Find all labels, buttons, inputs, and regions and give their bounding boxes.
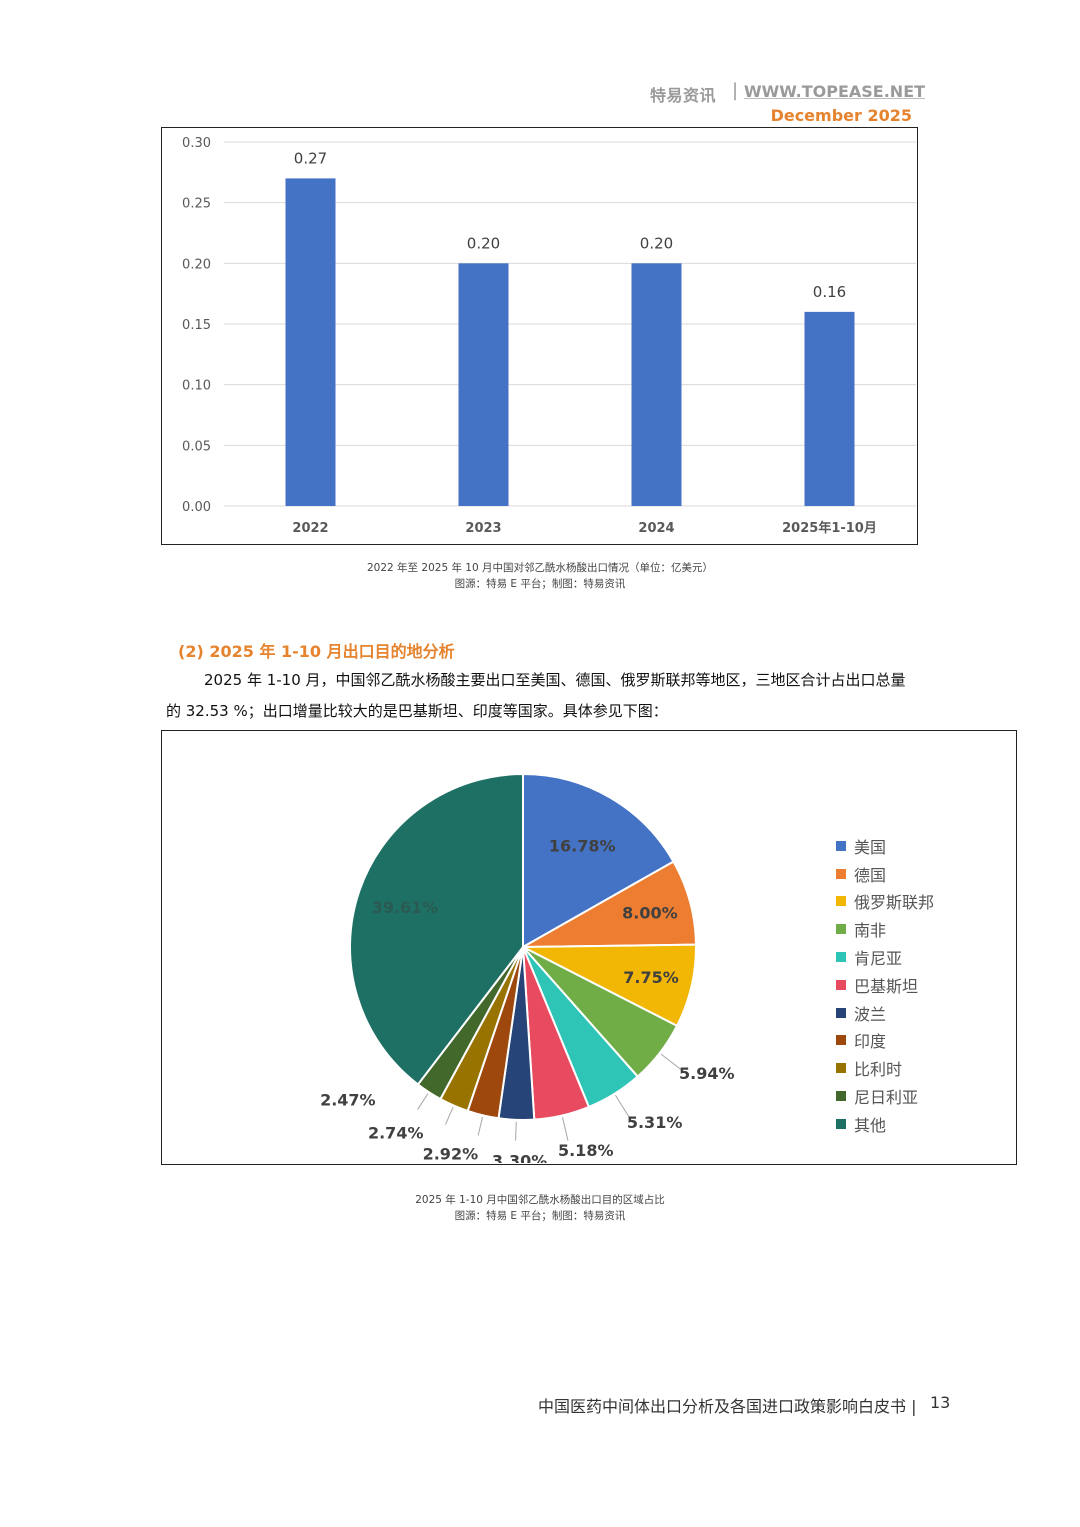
x-category-label: 2024 xyxy=(638,521,674,536)
bar-value-label: 0.20 xyxy=(467,234,500,252)
legend-label: 巴基斯坦 xyxy=(854,976,919,996)
legend-item: 比利时 xyxy=(836,1054,934,1082)
section-paragraph-line2: 的 32.53 %；出口增量比较大的是巴基斯坦、印度等国家。具体参见下图： xyxy=(166,702,668,720)
bar-chart: 0.00 0.05 0.10 0.15 0.20 0.25 0.30 0.27 2022 0.20… xyxy=(182,136,916,536)
header-brand: 特易资讯 xyxy=(650,86,717,105)
pie-slice xyxy=(522,772,675,949)
y-tick-label: 0.10 xyxy=(182,379,211,394)
pie-leader-line xyxy=(615,1094,634,1124)
legend-item: 南非 xyxy=(836,915,934,943)
pie-value-label: 5.31% xyxy=(627,1113,683,1132)
legend-swatch xyxy=(836,896,846,907)
x-category-label: 2022 xyxy=(292,521,328,536)
legend-item: 肯尼亚 xyxy=(836,943,934,971)
pie-value-label: 8.00% xyxy=(622,904,678,923)
legend-item: 印度 xyxy=(836,1027,934,1055)
y-tick-label: 0.30 xyxy=(182,136,211,151)
y-tick-label: 0.20 xyxy=(182,257,211,272)
pie-leader-line xyxy=(417,1093,429,1110)
bar xyxy=(804,311,855,506)
legend-item: 尼日利亚 xyxy=(836,1082,934,1110)
pie-value-label: 39.61% xyxy=(372,898,439,917)
pie-value-label: 2.47% xyxy=(320,1091,376,1110)
legend-item: 波兰 xyxy=(836,999,934,1027)
header-url[interactable]: WWW.TOPEASE.NET xyxy=(744,82,926,101)
header-date: December 2025 xyxy=(770,106,912,125)
pie-value-label: 5.18% xyxy=(558,1141,614,1160)
legend-swatch xyxy=(836,1091,846,1102)
legend-label: 波兰 xyxy=(854,1004,887,1024)
legend-label: 俄罗斯联邦 xyxy=(854,893,935,913)
pie-value-label: 16.78% xyxy=(549,836,616,855)
pie-value-label: 3.30% xyxy=(492,1152,548,1163)
pie-leader-line xyxy=(445,1106,454,1125)
legend-item: 德国 xyxy=(836,860,934,888)
y-tick-label: 0.15 xyxy=(182,318,211,333)
pie-leader-line xyxy=(660,1053,688,1075)
pie-value-label: 5.94% xyxy=(679,1064,735,1083)
x-category-label: 2025年1-10月 xyxy=(782,520,877,536)
legend-swatch xyxy=(836,924,846,935)
legend-swatch xyxy=(836,1007,846,1018)
pie-leader-line xyxy=(477,1116,484,1136)
pie-chart-frame: 16.78% 8.00% 7.75% 5.94% 5.31% 5.18% 3.30% 2.92… xyxy=(161,730,1017,1171)
x-category-label: 2023 xyxy=(465,521,501,536)
pie-value-label: 7.75% xyxy=(623,968,679,987)
legend-item: 巴基斯坦 xyxy=(836,971,934,999)
legend-swatch xyxy=(836,868,846,879)
bar-chart-caption: 2022 年至 2025 年 10 月中国对邻乙酰水杨酸出口情况（单位：亿美元） xyxy=(367,562,713,574)
y-tick-label: 0.00 xyxy=(182,500,211,515)
bar-value-label: 0.16 xyxy=(813,283,846,301)
header-separator: | xyxy=(732,80,739,101)
legend-swatch xyxy=(836,1118,846,1129)
page-number: 13 xyxy=(930,1393,951,1412)
pie-chart-source: 图源：特易 E 平台；制图：特易资讯 xyxy=(454,1210,626,1222)
bar-chart-source: 图源：特易 E 平台；制图：特易资讯 xyxy=(454,578,626,590)
pie-value-label: 2.74% xyxy=(368,1124,424,1143)
legend-swatch xyxy=(836,979,846,990)
legend-label: 南非 xyxy=(854,921,887,941)
bar-chart-frame: 0.00 0.05 0.10 0.15 0.20 0.25 0.30 0.27 2022 0.20… xyxy=(161,127,918,545)
legend-label: 肯尼亚 xyxy=(854,949,903,969)
pie-value-label: 2.92% xyxy=(423,1144,479,1163)
section-paragraph-line1: 2025 年 1-10 月，中国邻乙酰水杨酸主要出口至美国、德国、俄罗斯联邦等地… xyxy=(204,671,906,689)
pie-legend: 美国德国俄罗斯联邦南非肯尼亚巴基斯坦波兰印度比利时尼日利亚其他 xyxy=(836,832,934,1138)
y-tick-label: 0.25 xyxy=(182,197,211,212)
legend-label: 尼日利亚 xyxy=(854,1088,919,1108)
pie-leader-line xyxy=(515,1121,517,1141)
legend-label: 比利时 xyxy=(854,1060,903,1080)
section-title: (2) 2025 年 1-10 月出口目的地分析 xyxy=(178,642,455,661)
bar xyxy=(631,263,682,506)
footer-title: 中国医药中间体出口分析及各国进口政策影响白皮书 | xyxy=(538,1397,917,1416)
bar-value-label: 0.27 xyxy=(294,149,327,167)
pie-leader-line xyxy=(562,1117,569,1141)
legend-label: 其他 xyxy=(854,1115,887,1135)
bar xyxy=(458,263,509,506)
y-tick-label: 0.05 xyxy=(182,439,211,454)
legend-label: 德国 xyxy=(854,865,887,885)
legend-label: 美国 xyxy=(854,837,887,857)
legend-swatch xyxy=(836,840,846,851)
pie-slice xyxy=(349,772,524,1086)
legend-swatch xyxy=(836,952,846,963)
legend-label: 印度 xyxy=(854,1032,887,1052)
legend-item: 其他 xyxy=(836,1110,934,1138)
legend-item: 美国 xyxy=(836,832,934,860)
pie-chart: 16.78% 8.00% 7.75% 5.94% 5.31% 5.18% 3.30% 2.92… xyxy=(320,772,735,1171)
pie-chart-caption: 2025 年 1-10 月中国邻乙酰水杨酸出口目的区域占比 xyxy=(415,1194,665,1206)
bar-value-label: 0.20 xyxy=(640,234,673,252)
legend-swatch xyxy=(836,1063,846,1074)
bar xyxy=(285,178,336,506)
legend-swatch xyxy=(836,1035,846,1046)
legend-item: 俄罗斯联邦 xyxy=(836,888,934,916)
